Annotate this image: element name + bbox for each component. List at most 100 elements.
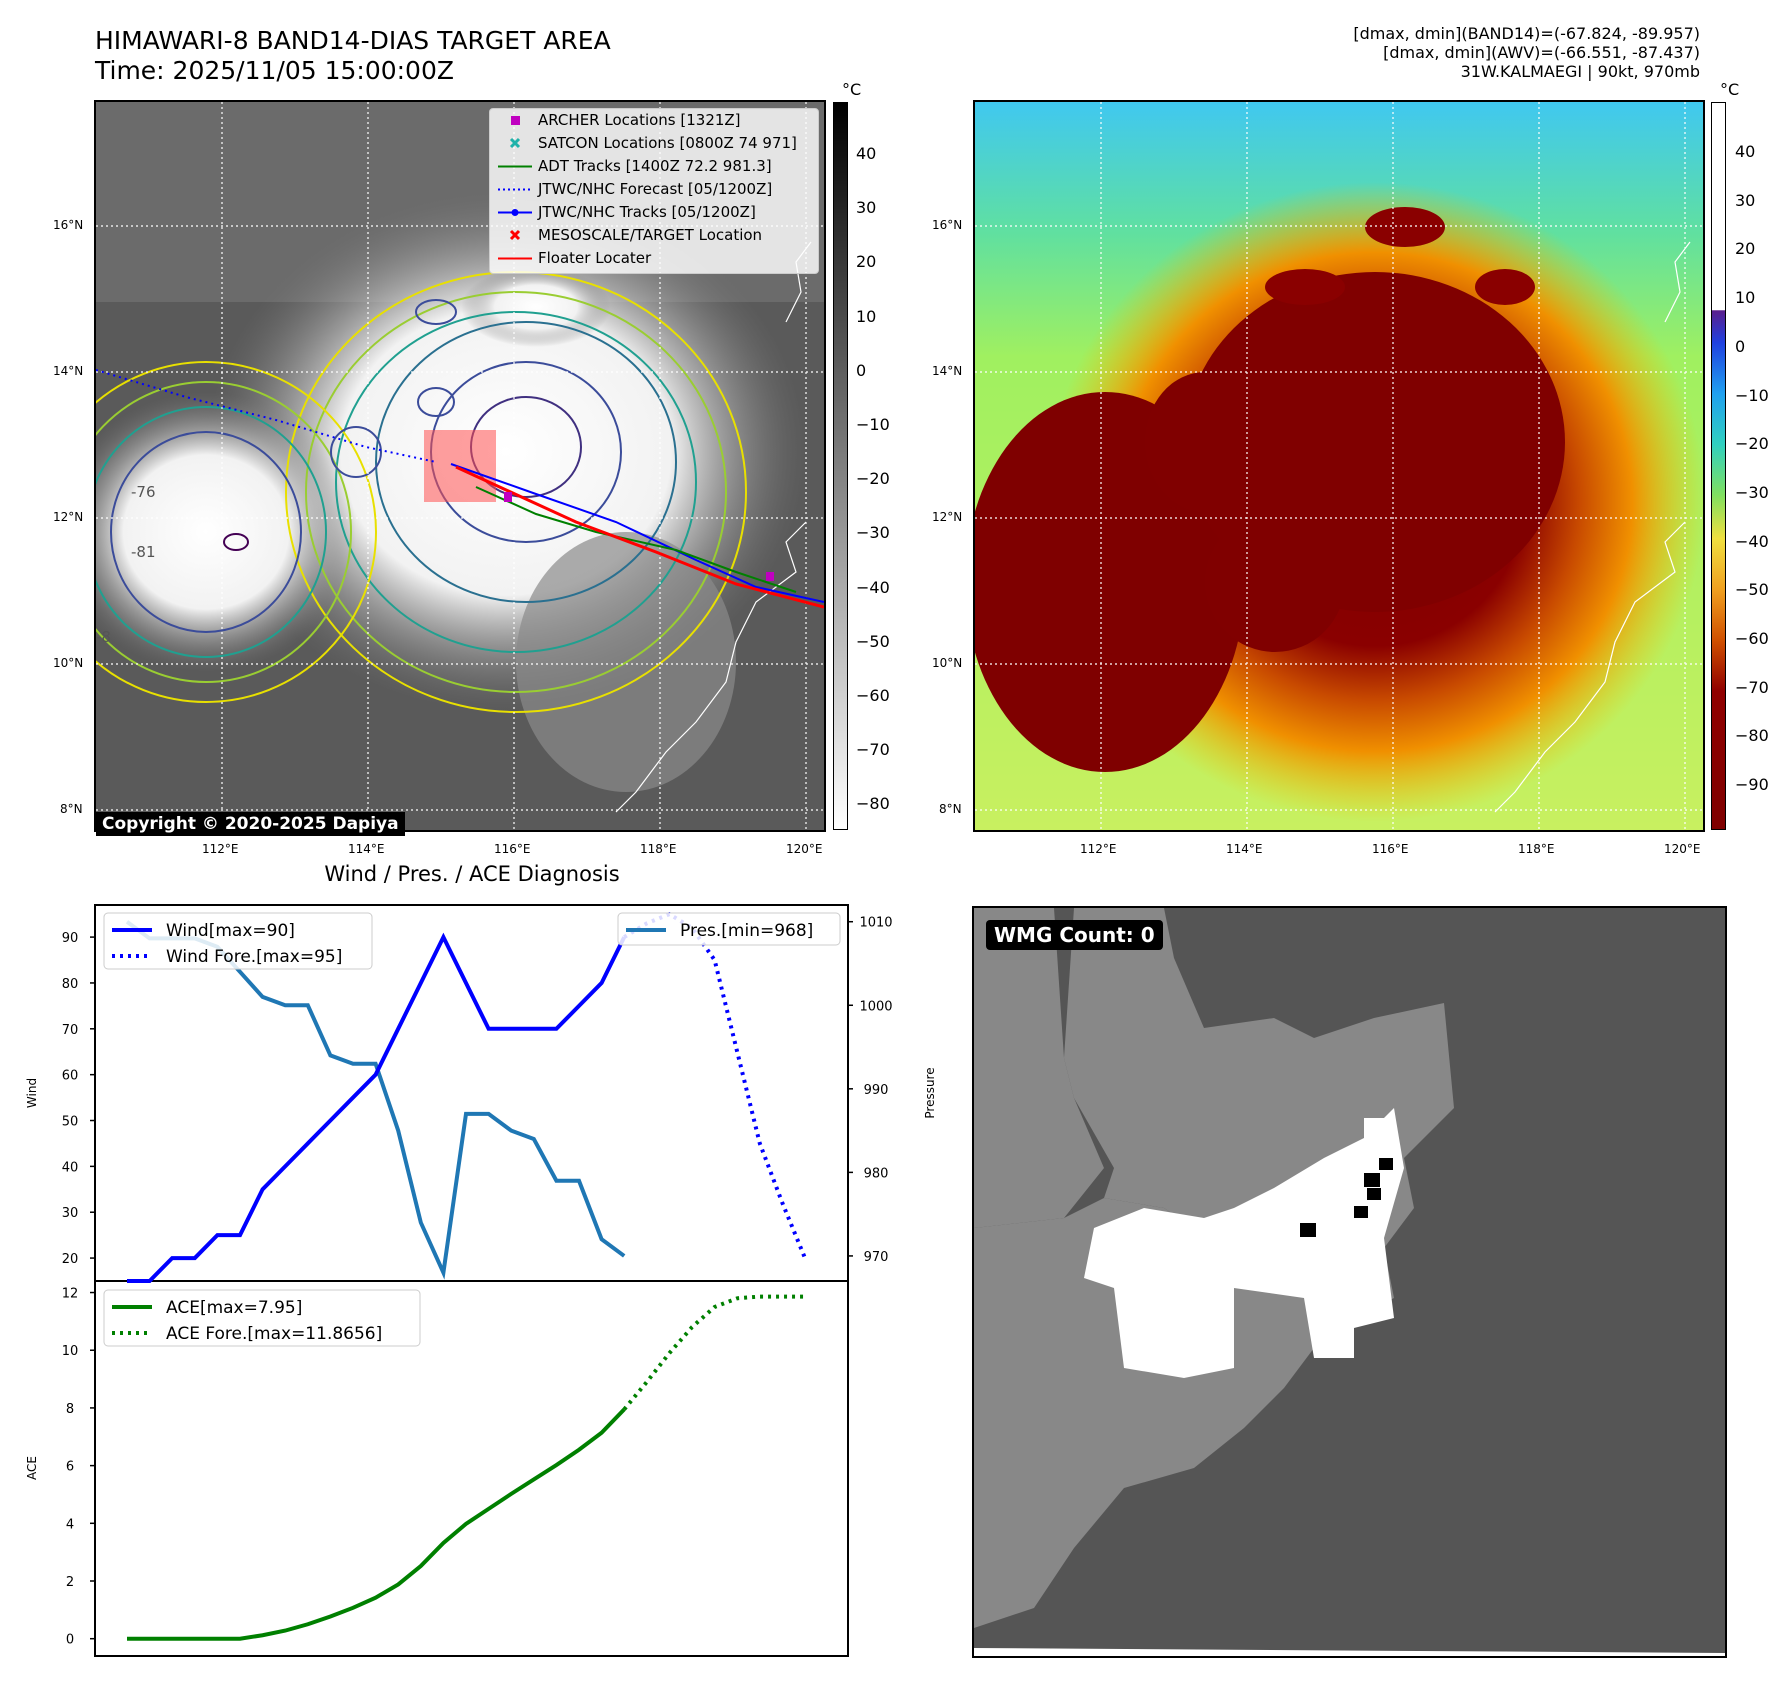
colorbar-unit: °C [842,80,862,99]
colorbar-tick: −10 [1735,385,1769,405]
colorbar-tick: −70 [1735,677,1769,697]
colorbar-tick: −50 [1735,580,1769,600]
ace-legend: ACE[max=7.95] ACE Fore.[max=11.8656] [103,1289,421,1347]
legend-item-satcon: SATCON Locations [0800Z 74 971] [490,132,818,155]
ace-ytick-label: 12 [62,1287,79,1302]
color-map-gridlines [975,102,1703,830]
colorbar-tick: −60 [1735,629,1769,648]
legend-label-ace-forecast: ACE Fore.[max=11.8656] [166,1324,382,1344]
colorbar-tick: 30 [856,198,877,218]
wmg-map [974,908,1725,1653]
lat-tick: 16°N [53,218,84,232]
lon-tick: 112°E [202,842,239,856]
legend-label-ace: ACE[max=7.95] [166,1298,302,1318]
colorbar-tick: 20 [856,252,877,272]
forecast-track [96,369,437,463]
wmg-map-panel [972,906,1727,1658]
ace-plot-frame [94,1280,849,1657]
pressure-ytick-label: 970 [864,1250,889,1265]
lon-tick: 120°E [1664,842,1701,856]
colorbar-tick: −10 [856,415,890,434]
lon-tick: 120°E [786,842,823,856]
colorbar-tick: 0 [856,360,867,380]
legend-item-forecast: JTWC/NHC Forecast [05/1200Z] [490,178,818,201]
legend-item-adt: ADT Tracks [1400Z 72.2 981.3] [490,155,818,178]
ace-ytick-label: 10 [62,1344,79,1359]
colorbar-tick: 40 [1735,142,1756,161]
info-band14: [dmax, dmin](BAND14)=(-67.824, -89.957) [1353,24,1700,43]
lon-tick: 114°E [348,842,385,856]
colorbar-tick: −30 [856,523,890,543]
contour-label: -81 [131,543,156,561]
colorbar-tick: 40 [856,144,877,163]
chart-title: Wind / Pres. / ACE Diagnosis [324,862,620,886]
wind-ytick-label: 30 [62,1206,79,1221]
legend-item-jtwc: JTWC/NHC Tracks [05/1200Z] [490,201,818,224]
pressure-ytick-label: 1000 [859,999,892,1014]
legend-label-pressure: Pres.[min=968] [680,921,813,941]
line-dot-marker-icon [498,209,532,216]
color-map [975,102,1703,830]
info-storm: 31W.KALMAEGI | 90kt, 970mb [1460,62,1700,81]
lat-tick: 14°N [53,364,84,378]
contour-label: -8 [96,628,111,646]
pressure-axis-label: Pressure [923,1067,937,1118]
legend-item-archer: ARCHER Locations [1321Z] [490,109,818,132]
pressure-ytick-label: 990 [864,1083,889,1098]
colorbar-tick: −80 [856,794,890,814]
adt-track [475,486,797,593]
lat-tick: 16°N [932,218,963,232]
contour-label: -76 [131,483,156,501]
map-legend: ARCHER Locations [1321Z] SATCON Location… [489,108,819,274]
wind-ytick-label: 70 [62,1023,79,1038]
archer-marker [766,572,774,581]
lon-tick: 112°E [1080,842,1117,856]
wind-ytick-label: 90 [62,931,79,946]
colorbar-tick: −20 [1735,434,1769,454]
ace-ytick-label: 0 [66,1633,74,1648]
series-line-0-0 [127,932,626,1283]
x-marker-icon [509,137,521,149]
series-line-0-1 [623,911,807,1259]
colorbar-tick: 10 [856,306,877,326]
lon-tick: 116°E [494,842,531,856]
info-block: [dmax, dmin](BAND14)=(-67.824, -89.957) … [1100,24,1700,81]
wind-ytick-label: 80 [62,977,79,992]
ace-ytick-label: 6 [66,1460,74,1475]
ace-ytick-label: 8 [66,1402,74,1417]
wind-ytick-label: 50 [62,1115,79,1130]
page-subtitle-time: Time: 2025/11/05 15:00:00Z [95,56,454,85]
lat-tick: 8°N [939,802,962,816]
line-marker-icon [498,165,532,168]
pressure-legend: Pres.[min=968] [617,912,841,946]
floater-track [455,465,824,609]
grayscale-colorbar [833,102,848,830]
colorbar-tick: −30 [1735,482,1769,502]
lat-tick: 14°N [932,364,963,378]
wmg-count-badge: WMG Count: 0 [986,920,1163,950]
pressure-ytick-label: 980 [864,1166,889,1181]
colorbar-tick: 20 [1735,239,1756,259]
ace-ytick-label: 2 [66,1575,74,1590]
color-colorbar [1711,102,1726,830]
lat-tick: 10°N [932,656,963,670]
lat-tick: 8°N [60,802,83,816]
archer-marker [504,492,512,502]
lon-tick: 118°E [640,842,677,856]
series-line-1-0 [127,1407,626,1641]
color-map-panel [973,100,1705,832]
lon-tick: 118°E [1518,842,1555,856]
colorbar-tick: −50 [856,631,890,651]
colorbar-tick: −20 [856,469,890,489]
square-marker-icon [511,116,520,125]
legend-label-wind: Wind[max=90] [166,921,295,941]
colorbar-tick: 10 [1735,288,1756,308]
pressure-ytick-label: 1010 [859,916,892,931]
legend-item-floater: Floater Locater [490,247,818,270]
legend-label-wind-forecast: Wind Fore.[max=95] [166,947,342,967]
wind-ytick-label: 40 [62,1160,79,1175]
series-line-0-2 [125,920,626,1280]
ace-ytick-label: 4 [66,1517,74,1532]
wind-legend: Wind[max=90] Wind Fore.[max=95] [103,912,373,970]
wind-axis-label: Wind [25,1078,39,1108]
